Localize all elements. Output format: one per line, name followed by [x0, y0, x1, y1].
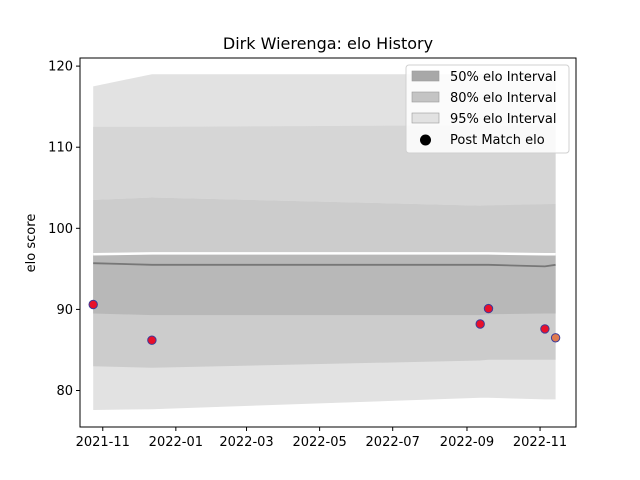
y-tick-label-80: 80 [56, 384, 73, 399]
plot-area [88, 74, 561, 410]
post-match-point-1 [147, 335, 157, 345]
y-axis-label: elo score [24, 214, 39, 273]
legend-swatch-1 [411, 91, 440, 103]
legend-label-1: 80% elo Interval [450, 91, 557, 106]
plot-frame [79, 57, 577, 428]
x-tick-label-2022-07: 2022-07 [366, 435, 420, 450]
legend-swatch-2 [411, 112, 440, 124]
legend: 50% elo Interval 80% elo Interval 95% elo … [405, 64, 570, 154]
x-tick-label-2022-11: 2022-11 [513, 435, 567, 450]
chart-title: Dirk Wierenga: elo History [223, 34, 433, 53]
x-tick-label-2022-09: 2022-09 [440, 435, 494, 450]
x-tick-label-2022-03: 2022-03 [219, 435, 273, 450]
band-50 [93, 253, 556, 316]
x-tick-label-2022-01: 2022-01 [149, 435, 203, 450]
y-tick-label-100: 100 [48, 222, 73, 237]
y-tick-label-120: 120 [48, 60, 73, 75]
mean-elo-line [93, 262, 556, 268]
post-match-point-3 [483, 303, 494, 314]
band-50-upper-edge [93, 252, 556, 256]
post-match-point-4 [540, 324, 550, 334]
legend-box [405, 64, 570, 154]
axes: 80 90 100 110 120 2021-11 2022-01 2022-03 2022-0… [48, 57, 577, 450]
legend-label-2: 95% elo Interval [450, 112, 557, 127]
post-match-point-5 [550, 333, 561, 343]
x-tick-label-2022-05: 2022-05 [292, 435, 346, 450]
y-tick-label-90: 90 [56, 303, 73, 318]
legend-marker-3 [420, 134, 431, 146]
post-match-point-0 [88, 299, 98, 310]
legend-swatch-0 [411, 70, 440, 82]
legend-label-3: Post Match elo [450, 133, 545, 148]
post-match-point-2 [475, 319, 485, 329]
y-tick-label-110: 110 [48, 141, 73, 156]
legend-label-0: 50% elo Interval [450, 70, 557, 85]
x-tick-label-2021-11: 2021-11 [76, 435, 130, 450]
